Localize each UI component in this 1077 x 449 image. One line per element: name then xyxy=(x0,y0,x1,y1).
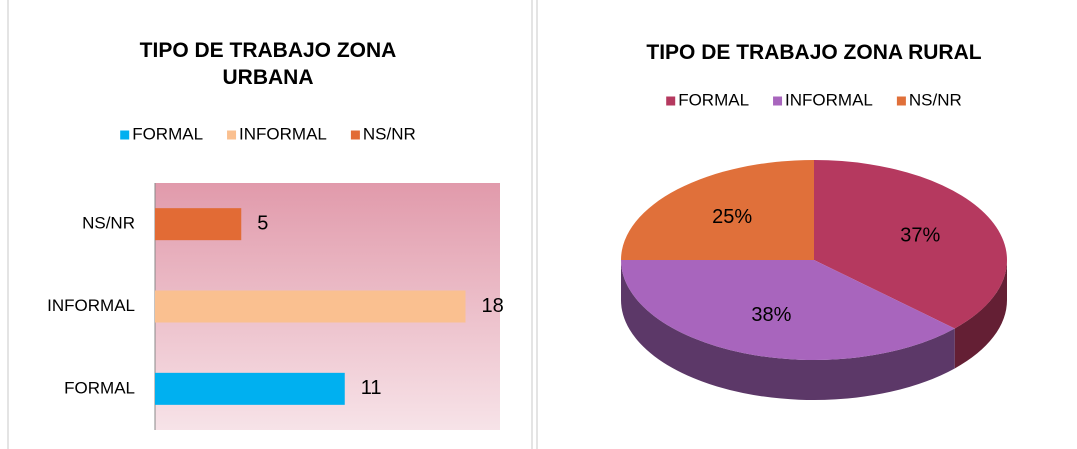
data-label: 25% xyxy=(712,206,752,228)
chart-title: TIPO DE TRABAJO ZONA URBANA xyxy=(139,39,397,89)
bar xyxy=(155,372,345,405)
legend-swatch xyxy=(227,130,237,140)
bar xyxy=(155,208,242,241)
legend-swatch xyxy=(120,130,130,140)
legend-label: NS/NR xyxy=(909,90,962,109)
legend-label: FORMAL xyxy=(678,90,749,109)
y-tick-label: NS/NR xyxy=(82,214,135,233)
legend-label: NS/NR xyxy=(363,124,416,143)
legend-swatch xyxy=(773,96,783,106)
data-label: 18 xyxy=(482,295,504,317)
y-tick-label: FORMAL xyxy=(64,378,135,397)
data-label: 38% xyxy=(751,304,791,326)
legend-swatch xyxy=(350,130,360,140)
bar xyxy=(155,290,466,323)
y-tick-label: INFORMAL xyxy=(47,296,135,315)
pie-slice xyxy=(814,160,1007,329)
legend-swatch xyxy=(896,96,906,106)
data-label: 11 xyxy=(361,377,382,399)
data-label: 37% xyxy=(900,224,940,246)
pie-side xyxy=(954,260,1007,369)
data-label: 5 xyxy=(257,212,268,234)
legend-label: FORMAL xyxy=(132,124,203,143)
pie-slice xyxy=(621,160,814,260)
pie-side xyxy=(621,260,955,400)
chart-title: TIPO DE TRABAJO ZONA RURAL xyxy=(646,41,982,64)
legend-label: INFORMAL xyxy=(785,90,873,109)
pie-slice xyxy=(621,260,955,360)
legend-label: INFORMAL xyxy=(239,124,327,143)
legend-swatch xyxy=(666,96,676,106)
